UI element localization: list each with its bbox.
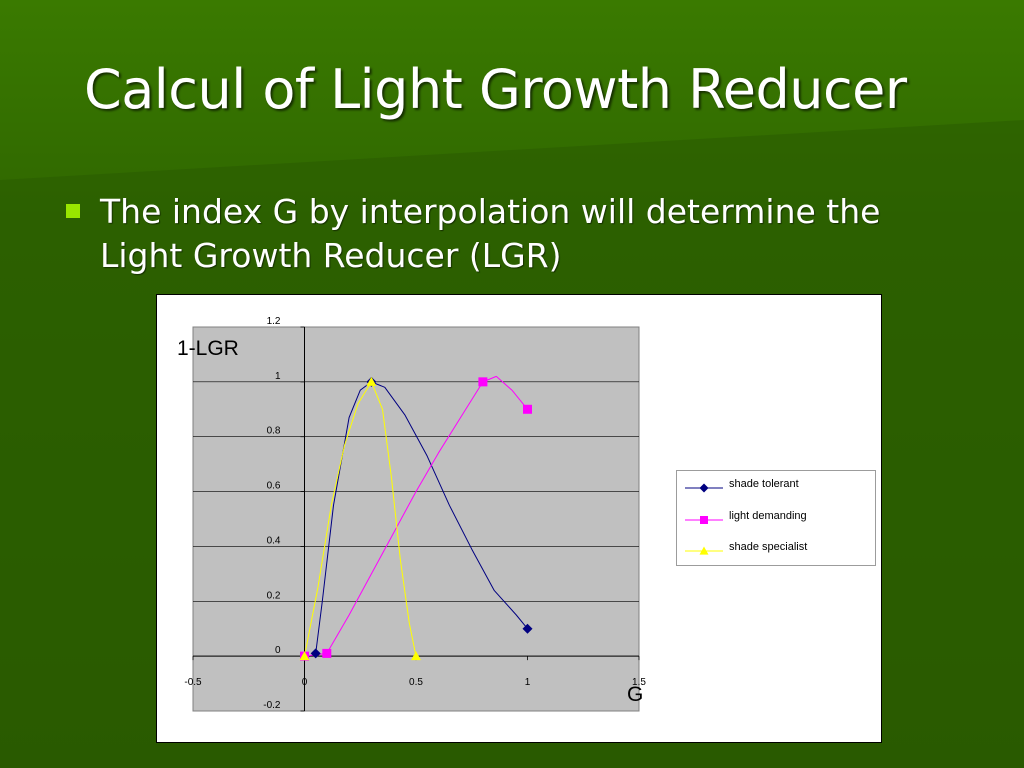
data-point-2 [411, 651, 421, 661]
legend-label: shade specialist [729, 541, 808, 553]
data-point-0 [310, 648, 321, 659]
chart-container: 1.2 1 0.8 0.6 0.4 0.2 0 -0.2 -0.5 0 0.5 1 1.5 1-LGR … [156, 294, 882, 743]
x-tick-label: 0 [302, 677, 308, 688]
legend-marker [699, 546, 709, 555]
chart-legend: shade tolerant light demanding shade spe… [676, 470, 876, 566]
chart-svg: 1.2 1 0.8 0.6 0.4 0.2 0 -0.2 -0.5 0 0.5 1 1.5 [184, 316, 646, 712]
slide-title: Calcul of Light Growth Reducer [84, 58, 907, 121]
legend-item: shade specialist [683, 541, 873, 561]
y-tick-label: 0 [275, 645, 281, 656]
y-tick-label: 0.4 [267, 535, 281, 546]
legend-swatch-1 [685, 516, 723, 524]
legend-item: shade tolerant [683, 478, 873, 498]
x-axis-title: G [627, 683, 644, 706]
data-point-1 [523, 404, 532, 414]
y-tick-label: 1.2 [267, 316, 281, 327]
x-tick-label: 1.5 [632, 677, 646, 688]
x-tick-label: 1 [525, 677, 531, 688]
data-point-0 [522, 623, 533, 634]
legend-swatch-0 [685, 483, 723, 493]
legend-swatch-2 [685, 546, 723, 555]
data-point-1 [322, 648, 332, 658]
y-axis-title: 1-LGR [177, 337, 239, 360]
series-line-1 [304, 375, 528, 657]
plot-area [192, 326, 640, 712]
square-bullet-icon [66, 204, 80, 218]
y-tick-label: 1 [275, 371, 281, 382]
data-point-2 [366, 376, 377, 386]
legend-marker [700, 516, 708, 524]
bullet-text: The index G by interpolation will determ… [100, 192, 881, 275]
data-point-1 [478, 377, 488, 387]
y-tick-label: 0.8 [267, 426, 281, 437]
y-tick-label: 0.6 [267, 481, 281, 492]
data-point-2 [299, 651, 310, 661]
x-tick-label: 0.5 [409, 677, 423, 688]
series-line-0 [315, 381, 528, 654]
y-tick-label: 0.2 [267, 590, 281, 601]
y-tick-label: -0.2 [263, 700, 281, 711]
legend-marker [699, 483, 709, 493]
legend-label: light demanding [729, 510, 807, 522]
legend-item: light demanding [683, 510, 873, 530]
legend-label: shade tolerant [729, 478, 799, 490]
x-tick-label: -0.5 [184, 677, 202, 688]
